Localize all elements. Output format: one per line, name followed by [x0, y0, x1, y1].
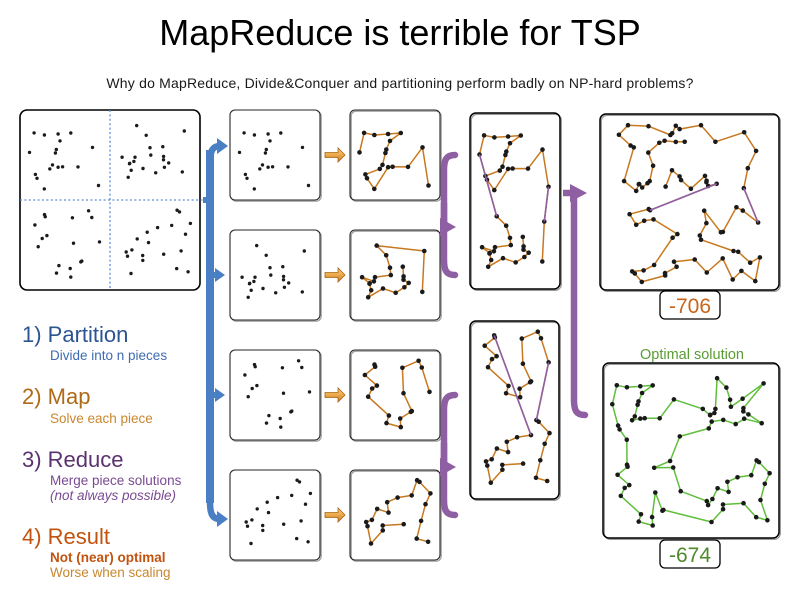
svg-text:-674: -674 [669, 544, 711, 567]
svg-text:Optimal solution: Optimal solution [640, 347, 744, 363]
svg-text:-706: -706 [669, 295, 711, 318]
